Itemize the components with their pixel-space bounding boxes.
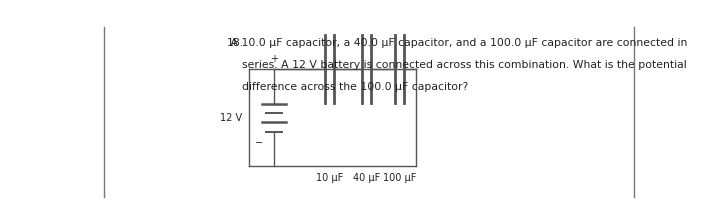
Text: series. A 12 V battery is connected across this combination. What is the potenti: series. A 12 V battery is connected acro… (242, 60, 687, 70)
Text: +: + (270, 54, 278, 64)
Text: 100 μF: 100 μF (383, 173, 416, 183)
Text: 12 V: 12 V (220, 112, 243, 123)
Text: difference across the 100.0 μF capacitor?: difference across the 100.0 μF capacitor… (242, 82, 468, 92)
Text: 18.: 18. (227, 38, 244, 48)
Text: A 10.0 μF capacitor, a 40.0 μF capacitor, and a 100.0 μF capacitor are connected: A 10.0 μF capacitor, a 40.0 μF capacitor… (227, 38, 687, 48)
Text: 40 μF: 40 μF (353, 173, 380, 183)
Text: 10 μF: 10 μF (316, 173, 343, 183)
Text: −: − (255, 138, 263, 149)
